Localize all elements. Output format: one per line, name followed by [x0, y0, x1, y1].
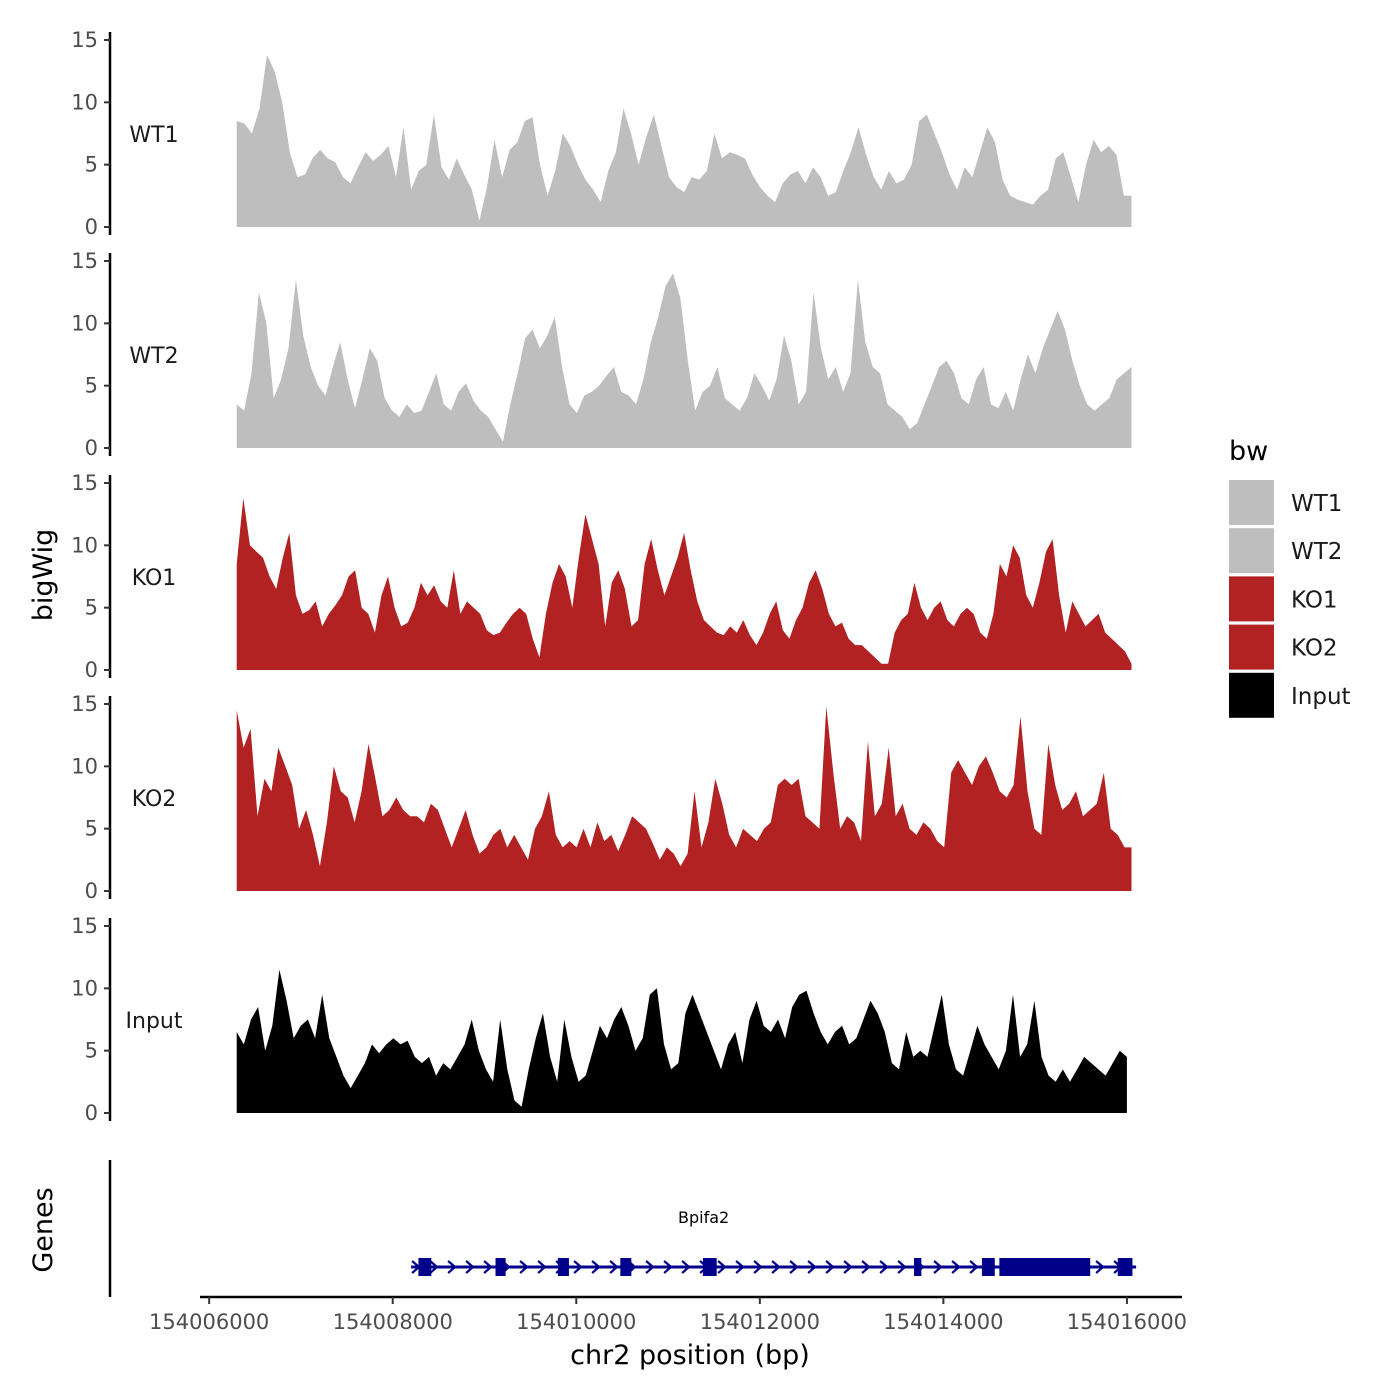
x-tick-label: 154012000 [700, 1310, 820, 1334]
legend-label-ko2: KO2 [1291, 636, 1338, 662]
gene-exon [418, 1258, 432, 1276]
strand-arrow [573, 1260, 583, 1274]
gene-exon [999, 1258, 1091, 1276]
strand-arrow [789, 1260, 799, 1274]
gene-name-label: Bpifa2 [678, 1208, 729, 1227]
y-tick-label: 10 [71, 976, 98, 1000]
x-tick-label: 154010000 [516, 1310, 636, 1334]
legend-label-wt2: WT2 [1291, 539, 1342, 565]
strand-arrow [537, 1260, 547, 1274]
genes-axis-title: Genes [28, 1187, 59, 1272]
y-tick-label: 15 [71, 249, 98, 273]
strand-arrow [1095, 1260, 1105, 1274]
y-tick-label: 0 [85, 658, 98, 682]
legend-swatch-input [1229, 672, 1274, 718]
legend-swatch-ko2 [1229, 624, 1274, 670]
track-ko2: 0 5 10 15 KO2 [71, 692, 1132, 903]
legend: bw WT1 WT2 KO1 KO2 Input [1229, 436, 1351, 718]
y-tick-label: 0 [85, 436, 98, 460]
x-axis-title: chr2 position (bp) [570, 1340, 810, 1371]
y-tick-label: 5 [85, 153, 98, 177]
strand-arrow [897, 1260, 907, 1274]
x-tick-label: 154008000 [333, 1310, 453, 1334]
x-axis: 154006000 154008000 154010000 154012000 1540… [149, 1295, 1187, 1334]
y-tick-label: 5 [85, 374, 98, 398]
strand-arrow [843, 1260, 853, 1274]
gene-exon [495, 1258, 506, 1276]
track-label-wt2: WT2 [129, 344, 178, 369]
signal-area-wt2 [236, 273, 1132, 448]
track-label-ko1: KO1 [132, 566, 177, 591]
strand-arrow [519, 1260, 529, 1274]
y-tick-label: 0 [85, 215, 98, 239]
strand-arrow [681, 1260, 691, 1274]
legend-label-ko1: KO1 [1291, 587, 1338, 613]
strand-arrow [861, 1260, 871, 1274]
strand-arrow [483, 1260, 493, 1274]
legend-title: bw [1229, 436, 1268, 467]
strand-arrow [717, 1260, 727, 1274]
strand-arrow [591, 1260, 601, 1274]
y-tick-label: 10 [71, 754, 98, 778]
y-axis-title: bigWig [28, 529, 59, 622]
y-tick-label: 5 [85, 596, 98, 620]
strand-arrow [825, 1260, 835, 1274]
y-tick-label: 5 [85, 1039, 98, 1063]
legend-label-wt1: WT1 [1291, 491, 1342, 517]
y-tick-label: 5 [85, 817, 98, 841]
track-wt1: 0 5 10 15 WT1 [71, 28, 1132, 239]
signal-area-ko2 [236, 706, 1132, 891]
legend-swatch-ko1 [1229, 576, 1274, 622]
gene-exon [557, 1258, 569, 1276]
strand-arrow [879, 1260, 889, 1274]
y-tick-label: 0 [85, 879, 98, 903]
y-tick-label: 10 [71, 311, 98, 335]
strand-arrow [969, 1260, 979, 1274]
y-tick-label: 15 [71, 28, 98, 52]
track-input: 0 5 10 15 Input [71, 914, 1127, 1125]
signal-area-input [236, 969, 1127, 1113]
y-tick-label: 15 [71, 692, 98, 716]
signal-tracks: 0 5 10 15 WT1 0 5 10 15 WT2 0 5 10 15 KO1 0 5 10 15 KO2 0 5 10… [71, 28, 1132, 1125]
strand-arrow [933, 1260, 943, 1274]
strand-arrow [465, 1260, 475, 1274]
strand-arrow [609, 1260, 619, 1274]
track-label-input: Input [126, 1009, 183, 1034]
strand-arrow [735, 1260, 745, 1274]
x-tick-label: 154016000 [1067, 1310, 1187, 1334]
x-tick-label: 154006000 [149, 1310, 269, 1334]
gene-exon [702, 1258, 717, 1276]
track-ko1: 0 5 10 15 KO1 [71, 471, 1132, 682]
strand-arrow [663, 1260, 673, 1274]
track-label-wt1: WT1 [129, 123, 178, 148]
strand-arrow [771, 1260, 781, 1274]
gene-exon [914, 1258, 922, 1276]
strand-arrow [753, 1260, 763, 1274]
y-tick-label: 15 [71, 914, 98, 938]
y-tick-label: 10 [71, 90, 98, 114]
gene-exon [1117, 1258, 1133, 1276]
x-tick-label: 154014000 [883, 1310, 1003, 1334]
legend-swatch-wt2 [1229, 528, 1274, 574]
y-tick-label: 10 [71, 533, 98, 557]
genes-panel: Bpifa2 [108, 1160, 1137, 1297]
strand-arrow [951, 1260, 961, 1274]
track-wt2: 0 5 10 15 WT2 [71, 249, 1132, 460]
strand-arrow [807, 1260, 817, 1274]
strand-arrow [429, 1260, 439, 1274]
signal-area-wt1 [236, 55, 1132, 227]
track-label-ko2: KO2 [132, 787, 177, 812]
strand-arrow [447, 1260, 457, 1274]
gene-exon [981, 1258, 995, 1276]
gene-exon [620, 1258, 632, 1276]
legend-label-input: Input [1291, 684, 1351, 710]
y-tick-label: 0 [85, 1101, 98, 1125]
y-tick-label: 15 [71, 471, 98, 495]
legend-swatch-wt1 [1229, 480, 1274, 525]
signal-area-ko1 [236, 498, 1132, 670]
strand-arrow [645, 1260, 655, 1274]
